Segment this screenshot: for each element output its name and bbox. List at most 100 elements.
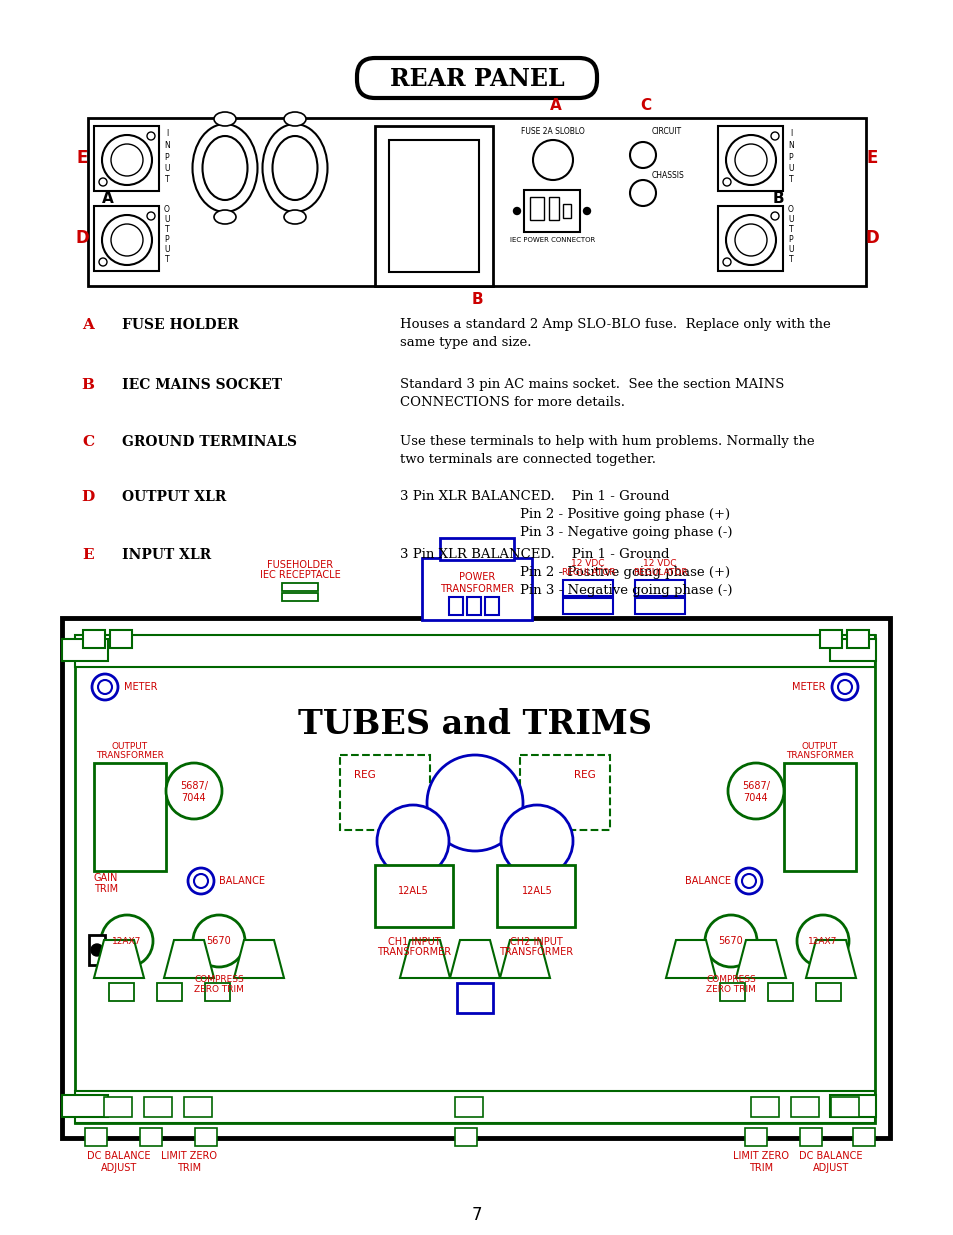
Circle shape: [147, 132, 154, 140]
Circle shape: [427, 755, 522, 851]
Text: Pin 3 - Negative going phase (-): Pin 3 - Negative going phase (-): [519, 526, 732, 538]
Ellipse shape: [262, 124, 327, 212]
Bar: [635, 598, 684, 614]
Bar: [530, 198, 543, 220]
Text: 12 VDC: 12 VDC: [571, 559, 604, 568]
Text: O: O: [787, 205, 793, 215]
Text: T: T: [788, 175, 793, 184]
Text: Pin 2 - Positive going phase (+): Pin 2 - Positive going phase (+): [519, 508, 729, 521]
Text: U: U: [787, 215, 793, 225]
Circle shape: [725, 215, 775, 266]
Bar: [110, 630, 132, 648]
Bar: [89, 935, 105, 965]
Text: 3 Pin XLR BALANCED.    Pin 1 - Ground: 3 Pin XLR BALANCED. Pin 1 - Ground: [399, 490, 669, 503]
Circle shape: [111, 144, 143, 177]
Text: P: P: [165, 152, 169, 162]
Polygon shape: [665, 940, 716, 978]
Text: TRANSFORMER: TRANSFORMER: [439, 584, 514, 594]
Circle shape: [533, 140, 573, 180]
Ellipse shape: [273, 136, 317, 200]
Text: TRANSFORMER: TRANSFORMER: [785, 751, 853, 760]
Circle shape: [98, 680, 112, 694]
Text: 5670: 5670: [718, 936, 742, 946]
Circle shape: [583, 207, 590, 215]
Text: CH1 INPUT: CH1 INPUT: [387, 937, 440, 947]
Text: A: A: [82, 317, 93, 332]
Text: E: E: [865, 149, 877, 167]
Bar: [94, 206, 159, 270]
Text: 5687/: 5687/: [741, 781, 769, 790]
Circle shape: [722, 258, 730, 266]
Text: BALANCE: BALANCE: [219, 876, 265, 885]
Bar: [497, 864, 575, 927]
Bar: [157, 983, 182, 1002]
Text: Use these terminals to help with hum problems. Normally the: Use these terminals to help with hum pro…: [399, 435, 814, 448]
Text: ADJUST: ADJUST: [101, 1163, 137, 1173]
Text: same type and size.: same type and size.: [399, 336, 531, 350]
Text: U: U: [787, 164, 793, 173]
Bar: [820, 630, 841, 648]
Text: FUSEHOLDER: FUSEHOLDER: [267, 559, 333, 571]
Text: I: I: [166, 130, 168, 138]
Circle shape: [91, 674, 118, 700]
Bar: [140, 1128, 162, 1146]
Bar: [194, 1128, 216, 1146]
Text: 12AL5: 12AL5: [397, 885, 428, 897]
Text: U: U: [164, 164, 170, 173]
Text: TRANSFORMER: TRANSFORMER: [376, 947, 451, 957]
Text: U: U: [787, 245, 793, 253]
Circle shape: [704, 915, 757, 967]
Text: GROUND TERMINALS: GROUND TERMINALS: [122, 435, 296, 450]
Text: T: T: [165, 254, 169, 263]
Ellipse shape: [193, 124, 257, 212]
Text: D: D: [75, 228, 89, 247]
Text: U: U: [164, 245, 170, 253]
Text: REG: REG: [574, 769, 596, 781]
Bar: [750, 1097, 779, 1116]
Bar: [62, 638, 108, 661]
Text: 7: 7: [471, 1207, 482, 1224]
Polygon shape: [233, 940, 284, 978]
Text: 3 Pin XLR BALANCED.    Pin 1 - Ground: 3 Pin XLR BALANCED. Pin 1 - Ground: [399, 548, 669, 561]
Bar: [830, 1097, 858, 1116]
Ellipse shape: [213, 112, 235, 126]
Polygon shape: [399, 940, 450, 978]
FancyBboxPatch shape: [356, 58, 597, 98]
Text: Pin 3 - Negative going phase (-): Pin 3 - Negative going phase (-): [519, 584, 732, 597]
Circle shape: [193, 915, 245, 967]
Bar: [439, 538, 514, 559]
Ellipse shape: [284, 112, 306, 126]
Text: CHASSIS: CHASSIS: [651, 170, 684, 179]
Circle shape: [99, 178, 107, 186]
Text: COMPRESS: COMPRESS: [705, 974, 755, 984]
Bar: [85, 1128, 107, 1146]
Circle shape: [102, 215, 152, 266]
Text: 12AX7: 12AX7: [807, 936, 837, 946]
Bar: [75, 1091, 874, 1123]
Bar: [88, 119, 865, 287]
Bar: [104, 1097, 132, 1116]
Text: OUTPUT: OUTPUT: [801, 742, 837, 751]
Bar: [282, 593, 317, 601]
Polygon shape: [94, 940, 144, 978]
Polygon shape: [164, 940, 213, 978]
Bar: [282, 583, 317, 592]
Circle shape: [166, 763, 222, 819]
Text: TRIM: TRIM: [748, 1163, 772, 1173]
Bar: [184, 1097, 212, 1116]
Text: COMPRESS: COMPRESS: [193, 974, 244, 984]
Circle shape: [111, 224, 143, 256]
Circle shape: [99, 258, 107, 266]
Text: P: P: [788, 152, 793, 162]
Polygon shape: [735, 940, 785, 978]
Text: I: I: [789, 130, 791, 138]
Circle shape: [376, 805, 449, 877]
Circle shape: [831, 674, 857, 700]
Text: INPUT XLR: INPUT XLR: [122, 548, 211, 562]
Bar: [75, 635, 874, 667]
Bar: [800, 1128, 821, 1146]
Bar: [815, 983, 841, 1002]
Bar: [744, 1128, 766, 1146]
Circle shape: [101, 915, 152, 967]
Circle shape: [734, 144, 766, 177]
